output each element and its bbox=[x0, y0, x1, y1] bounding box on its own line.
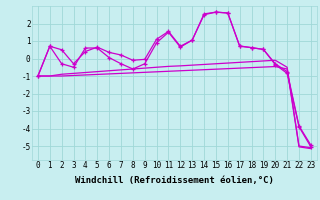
X-axis label: Windchill (Refroidissement éolien,°C): Windchill (Refroidissement éolien,°C) bbox=[75, 176, 274, 185]
